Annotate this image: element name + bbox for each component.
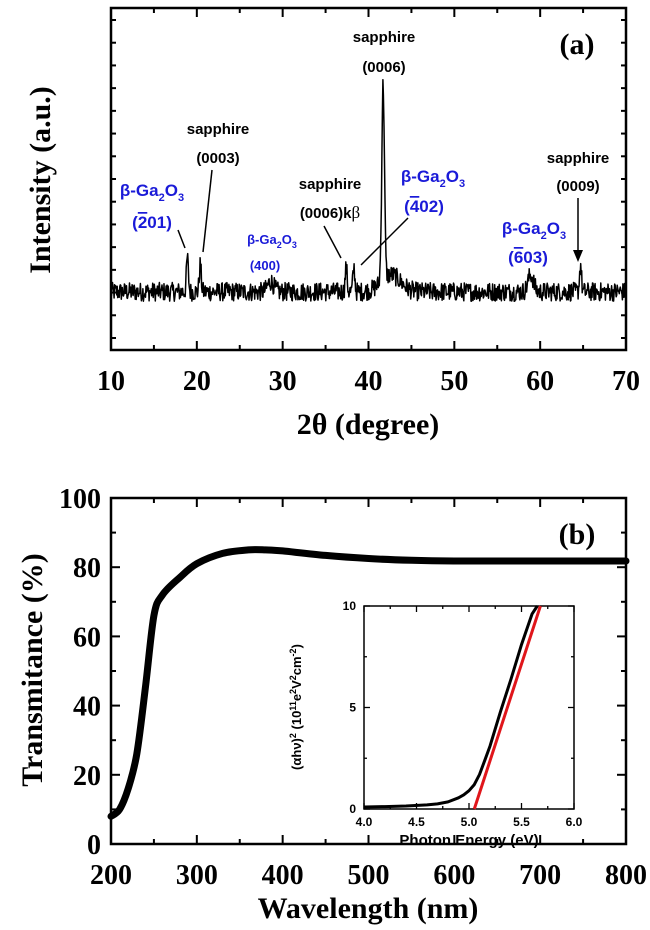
panel-a-y-axis-title: Intensity (a.u.) xyxy=(24,86,57,274)
svg-text:sapphire: sapphire xyxy=(353,29,416,46)
y-tick-label: 0 xyxy=(87,830,101,861)
x-tick-label: 200 xyxy=(90,860,132,891)
x-tick-label: 30 xyxy=(269,366,297,397)
annotation-ga2o3-400: β-Ga2O3 (400) xyxy=(247,232,297,273)
annotation-ga2o3-603: β-Ga2O3 (603) xyxy=(502,219,566,267)
inset-ticks xyxy=(363,605,575,810)
svg-text:sapphire: sapphire xyxy=(547,150,610,167)
inset-tauc-plot: 4.0 4.5 5.0 5.5 6.0 0 5 10 Photon Energy (eV) (… xyxy=(288,599,583,849)
svg-text:β-Ga2O3: β-Ga2O3 xyxy=(401,167,465,190)
panel-a-tick-labels: 10 20 30 40 50 60 70 xyxy=(97,366,640,397)
x-tick-label: 20 xyxy=(183,366,211,397)
x-tick-label: 300 xyxy=(176,860,218,891)
panel-b-y-axis-title: Transmitance (%) xyxy=(16,553,49,787)
svg-text:(0003): (0003) xyxy=(196,150,239,167)
y-tick-label: 40 xyxy=(73,692,101,723)
svg-text:(0006): (0006) xyxy=(362,59,405,76)
inset-x-axis-title: Photon Energy (eV) xyxy=(399,832,538,849)
x-tick-label: 50 xyxy=(440,366,468,397)
y-tick-label: 80 xyxy=(73,553,101,584)
inset-y-tick-label: 5 xyxy=(349,701,356,715)
y-tick-label: 100 xyxy=(59,484,101,515)
svg-text:sapphire: sapphire xyxy=(299,176,362,193)
x-tick-label: 700 xyxy=(519,860,561,891)
x-tick-label: 60 xyxy=(526,366,554,397)
annotation-sapphire-0009: sapphire (0009) xyxy=(547,150,610,195)
panel-b-label: (b) xyxy=(559,518,596,551)
x-tick-label: 600 xyxy=(433,860,475,891)
annotation-ga2o3-402: β-Ga2O3 (402) xyxy=(401,167,465,216)
arrow-402 xyxy=(360,217,409,266)
svg-text:(0006)kβ: (0006)kβ xyxy=(300,203,360,222)
inset-x-tick-label: 4.0 xyxy=(356,815,373,829)
inset-y-tick-label: 0 xyxy=(349,802,356,816)
xrd-spectrum-line xyxy=(110,78,627,303)
inset-x-tick-label: 5.0 xyxy=(461,815,478,829)
inset-tick-labels: 4.0 4.5 5.0 5.5 6.0 0 5 10 xyxy=(343,599,583,829)
svg-text:(400): (400) xyxy=(250,258,280,273)
x-tick-label: 70 xyxy=(612,366,640,397)
x-tick-label: 10 xyxy=(97,366,125,397)
inset-y-axis-title: (αhν)2 (1011e2V2cm-2) xyxy=(288,644,304,770)
panel-b-ticks xyxy=(110,497,627,845)
svg-text:(201): (201) xyxy=(132,213,172,232)
svg-text:β-Ga2O3: β-Ga2O3 xyxy=(502,219,566,242)
annotation-ga2o3-201: β-Ga2O3 (201) xyxy=(120,181,184,232)
annotation-sapphire-0006: sapphire (0006) xyxy=(353,29,416,76)
arrow-0006-kbeta xyxy=(323,225,342,259)
x-title-greek: 2θ xyxy=(297,408,328,441)
arrowhead-0009 xyxy=(573,250,583,262)
x-tick-label: 500 xyxy=(348,860,390,891)
inset-frame xyxy=(363,605,575,810)
panel-a-label: (a) xyxy=(560,28,595,61)
x-title-rest: (degree) xyxy=(327,408,439,441)
panel-a-ticks xyxy=(110,8,627,350)
inset-data-line xyxy=(363,605,539,809)
arrow-201 xyxy=(177,229,186,249)
y-tick-label: 60 xyxy=(73,622,101,653)
panel-a: 10 20 30 40 50 60 70 (a) Intensity (a.u.) 2θ (… xyxy=(24,6,640,441)
panel-a-x-axis-title: 2θ (degree) xyxy=(297,408,440,441)
annotation-sapphire-0003: sapphire (0003) xyxy=(187,121,250,167)
arrow-0003 xyxy=(202,169,213,253)
svg-text:β-Ga2O3: β-Ga2O3 xyxy=(247,232,297,250)
annotation-sapphire-0006-kbeta: sapphire (0006)kβ xyxy=(299,176,362,222)
inset-x-tick-label: 6.0 xyxy=(566,815,583,829)
x-tick-label: 800 xyxy=(605,860,647,891)
y-tick-label: 20 xyxy=(73,761,101,792)
inset-fit-line xyxy=(472,605,542,810)
x-tick-label: 400 xyxy=(262,860,304,891)
panel-b-x-axis-title: Wavelength (nm) xyxy=(258,892,479,925)
inset-x-tick-label: 5.5 xyxy=(513,815,530,829)
svg-text:(402): (402) xyxy=(404,197,444,216)
inset-y-tick-label: 10 xyxy=(343,599,357,613)
x-tick-label: 40 xyxy=(355,366,383,397)
svg-text:sapphire: sapphire xyxy=(187,121,250,138)
svg-text:(603): (603) xyxy=(508,248,548,267)
svg-text:(0009): (0009) xyxy=(556,178,599,195)
svg-text:β-Ga2O3: β-Ga2O3 xyxy=(120,181,184,204)
inset-x-tick-label: 4.5 xyxy=(408,815,425,829)
transmittance-curve xyxy=(107,546,630,820)
